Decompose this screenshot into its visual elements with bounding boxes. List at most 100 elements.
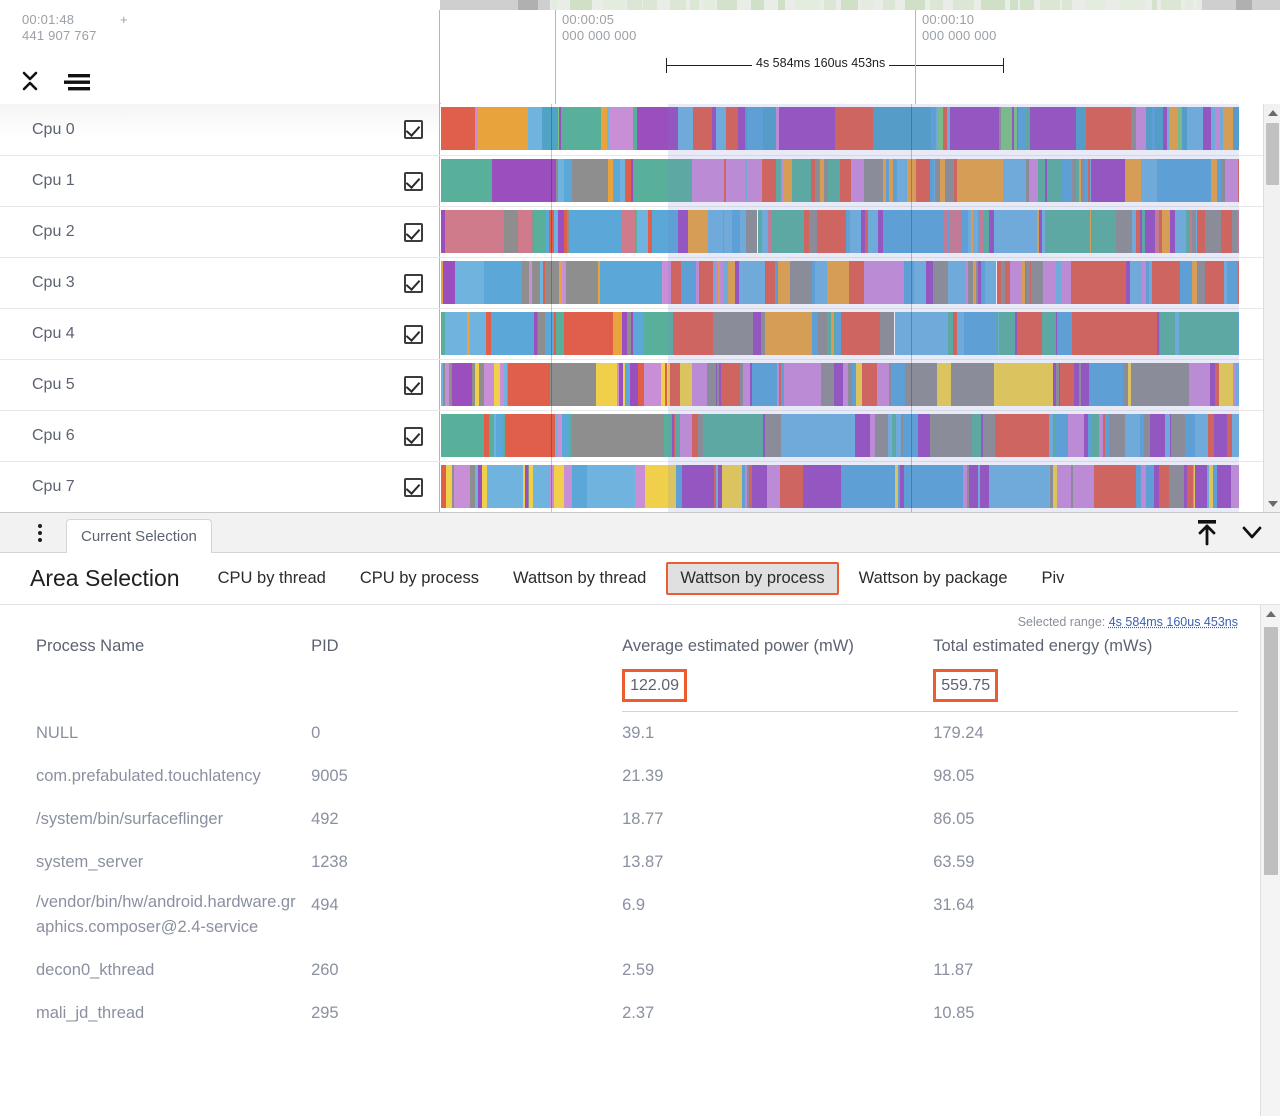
track-slices[interactable] [441,210,1239,253]
tab-current-selection[interactable]: Current Selection [66,519,212,553]
pin-to-top-icon[interactable] [1192,516,1222,553]
track-slices[interactable] [441,312,1239,355]
aggregate-name [0,660,311,712]
track-shell: Cpu 4 [0,309,440,359]
filter-lines-icon[interactable] [62,70,92,97]
track-checkbox[interactable] [404,324,423,344]
track-title: Cpu 5 [32,376,75,393]
track-slices[interactable] [441,159,1239,202]
cell-pid: 260 [311,961,339,979]
aggregate-pid [311,660,622,712]
scrollbar-thumb[interactable] [1266,123,1279,185]
cell-total-energy: 98.05 [933,767,975,785]
timeline-ruler[interactable]: 4s 584ms 160us 453ns 00:00:05 000 000 000… [441,10,1280,104]
track-checkbox[interactable] [404,273,423,293]
cell-process-name: /system/bin/surfaceflinger [36,810,224,828]
track-row[interactable]: Cpu 0 [0,104,1280,155]
ruler-tick-label: 00:00:05 000 000 000 [562,12,637,44]
track-title: Cpu 3 [32,274,75,291]
table-row[interactable]: NULL 0 39.1 179.24 [0,712,1238,756]
table-aggregate-row: 122.09 559.75 [0,660,1238,712]
sub-tab-piv[interactable]: Piv [1041,569,1065,587]
column-header-average-power[interactable]: Average estimated power (mW) [622,637,854,655]
timeline-header: 00:01:48 + 441 907 767 [0,0,1280,104]
track-checkbox[interactable] [404,222,423,242]
chevron-down-icon[interactable] [1238,517,1266,552]
cell-process-name: system_server [36,853,144,871]
table-row[interactable]: mali_jd_thread 295 2.37 10.85 [0,992,1238,1035]
track-row[interactable]: Cpu 5 [0,359,1280,410]
sub-tab-wattson-by-thread[interactable]: Wattson by thread [513,569,647,587]
selection-span-measure: 4s 584ms 160us 453ns [441,54,1280,78]
ruler-tick-line [555,10,556,104]
track-row[interactable]: Cpu 3 [0,257,1280,308]
scroll-up-arrow[interactable] [1264,104,1280,121]
selected-range-value[interactable]: 4s 584ms 160us 453ns [1108,615,1238,629]
cell-total-energy: 63.59 [933,853,975,871]
track-title: Cpu 1 [32,172,75,189]
aggregation-table-area: Selected range: 4s 584ms 160us 453ns Pro… [0,605,1280,1116]
timeline-header-left: 00:01:48 + 441 907 767 [0,10,440,104]
cell-process-name: NULL [36,723,79,742]
collapse-all-icon[interactable] [20,68,42,99]
cell-average-power: 39.1 [622,724,655,742]
cell-total-energy: 11.87 [933,961,974,979]
track-list[interactable]: Cpu 0 Cpu 1 Cpu 2 Cpu 3 Cpu 4 Cpu 5 Cpu 6 Cpu 7 [0,104,1280,512]
table-row[interactable]: /system/bin/surfaceflinger 492 18.77 86.05 [0,798,1238,841]
cell-pid: 494 [311,896,339,914]
track-row[interactable]: Cpu 4 [0,308,1280,359]
aggregate-total-energy-cell: 559.75 [933,660,1238,712]
table-header-row: Process Name PID Average estimated power… [0,605,1238,660]
table-vertical-scrollbar[interactable] [1260,605,1280,1116]
cell-pid: 492 [311,810,339,828]
track-checkbox[interactable] [404,375,423,395]
column-header-total-energy[interactable]: Total estimated energy (mWs) [933,637,1153,655]
table-row[interactable]: /vendor/bin/hw/android.hardware.graphics… [0,884,1238,949]
detail-panel: Current Selection Area Selecti [0,512,1280,1116]
track-shell: Cpu 2 [0,207,440,257]
track-slices[interactable] [441,363,1239,406]
track-slices[interactable] [441,465,1239,508]
track-slices[interactable] [441,261,1239,304]
table-row[interactable]: decon0_kthread 260 2.59 11.87 [0,949,1238,992]
more-options-icon[interactable] [30,522,50,544]
span-end-cap [1003,58,1004,73]
scroll-down-arrow[interactable] [1264,495,1280,512]
sub-tab-wattson-by-package[interactable]: Wattson by package [858,569,1008,587]
column-header-process-name[interactable]: Process Name [36,637,145,655]
wattson-by-process-table: Process Name PID Average estimated power… [0,605,1238,1035]
track-row[interactable]: Cpu 2 [0,206,1280,257]
track-row[interactable]: Cpu 6 [0,410,1280,461]
table-body: NULL 0 39.1 179.24 com.prefabulated.touchlat… [0,712,1238,1036]
overview-minimap[interactable] [440,0,1280,10]
selected-range: Selected range: 4s 584ms 160us 453ns [1018,615,1238,629]
tracks-vertical-scrollbar[interactable] [1263,104,1280,512]
track-slices[interactable] [441,107,1239,150]
cell-process-name: com.prefabulated.touchlatency [36,767,261,785]
table-scroll-up-arrow[interactable] [1261,605,1280,622]
table-row[interactable]: system_server 1238 13.87 63.59 [0,841,1238,884]
table-scrollbar-thumb[interactable] [1264,627,1278,875]
column-header-pid[interactable]: PID [311,637,339,655]
table-row[interactable]: com.prefabulated.touchlatency 9005 21.39 98… [0,755,1238,798]
cell-pid: 1238 [311,853,348,871]
track-checkbox[interactable] [404,171,423,191]
sub-tab-cpu-by-process[interactable]: CPU by process [359,569,480,587]
cell-average-power: 18.77 [622,810,664,828]
track-shell: Cpu 3 [0,258,440,308]
ruler-tick-label: 00:00:10 000 000 000 [922,12,997,44]
sub-tab-cpu-by-thread[interactable]: CPU by thread [217,569,326,587]
cell-average-power: 2.59 [622,961,655,979]
timeline-header-icons [20,68,92,99]
track-slices[interactable] [441,414,1239,457]
track-checkbox[interactable] [404,477,423,497]
track-title: Cpu 0 [32,120,75,138]
track-checkbox[interactable] [404,120,423,139]
sub-tab-wattson-by-process[interactable]: Wattson by process [666,562,839,595]
cell-total-energy: 10.85 [933,1004,975,1022]
track-row[interactable]: Cpu 1 [0,155,1280,206]
ruler-tick-label-time: 00:00:05 [562,12,615,27]
track-checkbox[interactable] [404,426,423,446]
track-row[interactable]: Cpu 7 [0,461,1280,512]
